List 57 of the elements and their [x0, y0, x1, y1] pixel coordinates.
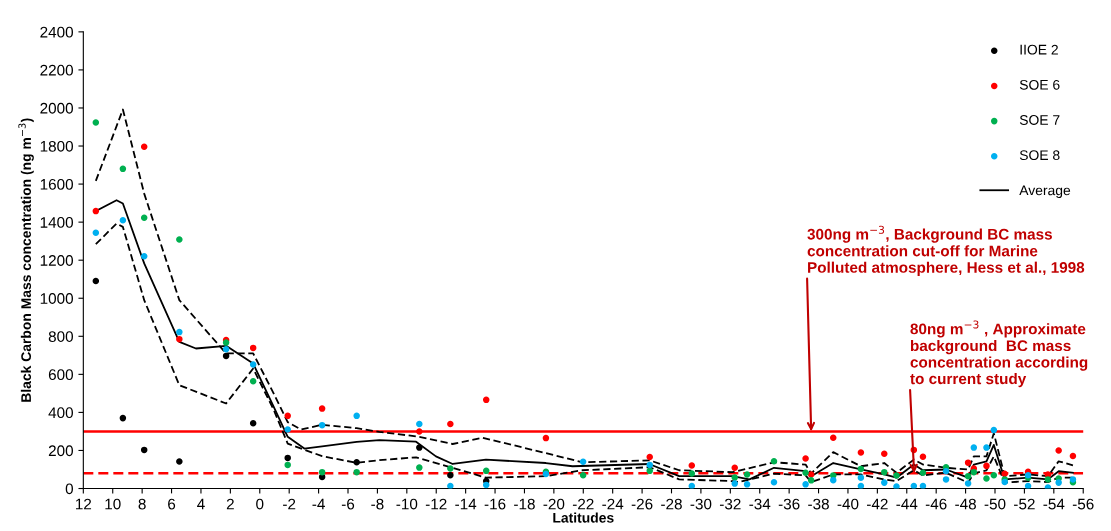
legend-label: Average [1019, 185, 1071, 198]
x-tick-label: -8 [371, 498, 384, 510]
y-tick-label: 0 [65, 483, 74, 495]
x-tick-label: -26 [631, 498, 653, 510]
x-tick-label: -6 [341, 498, 355, 510]
x-tick-label: -14 [455, 498, 477, 510]
legend-label: SOE 6 [1019, 79, 1060, 90]
x-tick-label: -10 [396, 498, 418, 510]
x-tick-label: -40 [837, 498, 859, 510]
y-tick-label: 1000 [40, 293, 74, 304]
x-tick-label: -54 [1043, 498, 1065, 510]
y-tick-label: 600 [48, 369, 74, 381]
legend-label: SOE 7 [1019, 115, 1060, 125]
y-tick-label: 1600 [40, 178, 74, 190]
x-tick-label: -46 [925, 498, 947, 510]
annotation: 300ng m$^{−3}$, Background BC mass concentration cut-off for Marine Polluted atmosphere, Hess et al., 1998 [807, 225, 1085, 276]
legend-label: SOE 8 [1019, 150, 1060, 161]
x-tick-label: -52 [1014, 498, 1035, 510]
y-tick-label: 1200 [40, 255, 74, 266]
x-tick-label: -36 [778, 498, 800, 510]
x-tick-label: -28 [661, 498, 682, 510]
y-tick-label: 1800 [40, 140, 74, 152]
x-tick-label: -20 [543, 498, 565, 510]
x-tick-label: -32 [719, 498, 741, 510]
x-tick-label: -2 [283, 498, 296, 510]
x-tick-label: -34 [749, 498, 771, 510]
x-tick-label: -24 [602, 498, 624, 510]
x-tick-label: 2 [226, 498, 234, 510]
x-axis-title: Latitudes [553, 512, 614, 523]
legend-label: IIOE 2 [1020, 44, 1058, 55]
x-tick-label: -50 [984, 498, 1006, 510]
x-tick-label: 0 [256, 498, 264, 510]
x-tick-label: 10 [105, 498, 121, 510]
x-tick-label: -30 [690, 498, 712, 510]
y-tick-label: 1400 [40, 217, 74, 228]
x-tick-label: -12 [425, 498, 447, 510]
y-axis-title: Black Carbon Mass concentration (ng m$^{−3}$) [18, 118, 34, 402]
y-tick-label: 200 [48, 445, 74, 457]
y-tick-label: 800 [48, 331, 74, 342]
x-tick-label: -56 [1072, 498, 1094, 510]
x-tick-label: -42 [867, 498, 888, 510]
x-tick-label: -18 [514, 498, 535, 510]
x-tick-label: -44 [896, 498, 918, 510]
x-tick-label: -16 [484, 498, 506, 510]
y-tick-label: 2200 [40, 64, 74, 76]
x-tick-label: -38 [808, 498, 829, 510]
x-tick-label: 6 [168, 498, 176, 510]
x-tick-label: 4 [197, 498, 205, 510]
x-tick-label: -22 [572, 498, 594, 510]
x-tick-label: 12 [75, 498, 92, 510]
y-tick-label: 2000 [40, 102, 74, 114]
y-tick-label: 400 [48, 407, 74, 419]
x-tick-label: -4 [312, 498, 325, 510]
x-tick-label: 8 [138, 498, 146, 510]
x-tick-label: -48 [955, 498, 976, 510]
y-tick-label: 2400 [40, 26, 74, 38]
annotation: 80ng m$^{−3}$ , Approximate background BC mass concentration according to current study [910, 320, 1088, 388]
